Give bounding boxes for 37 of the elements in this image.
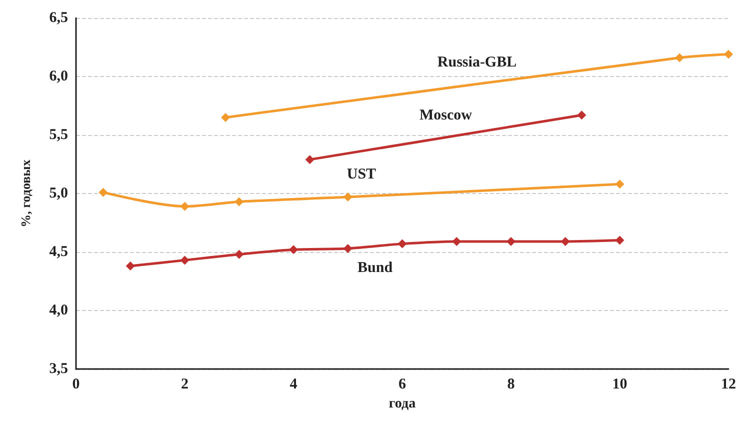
x-tick-label: 6 [398,376,406,392]
y-tick-label: 4,5 [49,244,68,260]
point [724,50,733,59]
y-tick-label: 6,0 [49,68,68,84]
point [126,262,135,271]
point [675,53,684,62]
series-label: Bund [358,260,394,276]
x-tick-label: 10 [612,376,628,392]
series-label: Moscow [420,107,472,124]
x-axis-title: года [388,396,416,412]
y-tick-label: 3,5 [49,361,68,377]
series-label: UST [346,166,376,182]
y-tick-label: 5,0 [49,186,68,202]
point [234,197,244,206]
point [398,239,407,248]
x-tick-label: 4 [290,376,298,392]
point [577,110,586,120]
x-tick-label: 0 [72,376,80,392]
point [615,180,624,189]
x-tick-label: 8 [507,376,515,392]
point [615,236,624,245]
point [289,245,298,254]
y-tick-label: 4,0 [49,302,68,318]
point [343,244,352,253]
series-label: Russia-GBL [437,54,517,70]
x-tick-label: 12 [721,376,736,392]
y-axis-title: %, годовых [18,159,33,228]
x-tick-label: 2 [181,376,188,392]
point [98,188,108,197]
point [180,202,190,211]
point [506,236,516,246]
point [305,155,314,164]
y-tick-label: 5,5 [49,127,68,143]
point [221,112,230,122]
point [234,250,244,259]
y-tick-label: 6,5 [49,10,68,26]
point [180,256,190,265]
